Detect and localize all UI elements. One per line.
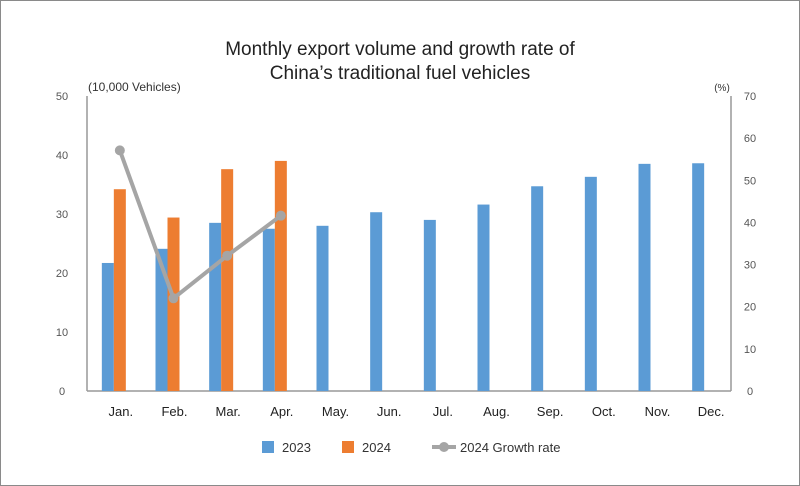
x-tick-label: May.: [322, 404, 349, 419]
legend-label: 2024 Growth rate: [460, 440, 560, 455]
bar-2023-Dec.: [692, 163, 705, 391]
bar-2023-Mar.: [209, 222, 222, 391]
legend-label: 2024: [362, 440, 391, 455]
bar-2023-Apr.: [262, 228, 275, 391]
right-tick-label: 50: [744, 175, 756, 187]
legend-swatch-marker: [439, 442, 449, 452]
x-tick-label: Oct.: [592, 404, 616, 419]
bar-2023-Sep.: [531, 186, 544, 391]
growth-rate-point-Jan.: [114, 145, 125, 156]
bar-2023-Jan.: [101, 262, 114, 391]
bar-2023-Nov.: [638, 163, 651, 391]
chart-title-line-2: China’s traditional fuel vehicles: [270, 63, 531, 84]
right-tick-label: 10: [744, 344, 756, 356]
left-tick-label: 20: [56, 268, 68, 280]
right-tick-label: 60: [744, 133, 756, 145]
growth-rate-point-Feb.: [168, 293, 179, 304]
legend-label: 2023: [282, 440, 311, 455]
bar-2023-Jul.: [423, 219, 436, 391]
bar-2023-Oct.: [584, 176, 597, 391]
growth-rate-point-Mar.: [222, 250, 233, 261]
x-tick-label: Nov.: [645, 404, 671, 419]
legend-swatch-2023: [262, 441, 274, 453]
bar-2023-May.: [316, 225, 329, 391]
left-tick-label: 10: [56, 327, 68, 339]
bar-2024-Jan.: [113, 189, 126, 391]
x-tick-label: Apr.: [270, 404, 293, 419]
x-tick-label: Aug.: [483, 404, 510, 419]
x-tick-label: Dec.: [698, 404, 725, 419]
bar-2023-Aug.: [477, 204, 490, 391]
right-tick-label: 70: [744, 91, 756, 103]
bar-2024-Apr.: [274, 160, 287, 391]
left-tick-label: 0: [59, 386, 65, 398]
bar-2024-Feb.: [167, 217, 180, 391]
growth-rate-point-Apr.: [275, 210, 286, 221]
x-tick-label: Jun.: [377, 404, 402, 419]
x-tick-label: Sep.: [537, 404, 564, 419]
x-tick-label: Jul.: [433, 404, 453, 419]
right-tick-label: 30: [744, 260, 756, 272]
left-tick-label: 40: [56, 150, 68, 162]
left-tick-label: 50: [56, 91, 68, 103]
bar-2023-Jun.: [370, 212, 383, 391]
right-axis-unit: (%): [714, 83, 730, 94]
right-tick-label: 20: [744, 302, 756, 314]
left-tick-label: 30: [56, 209, 68, 221]
x-tick-label: Mar.: [216, 404, 241, 419]
right-tick-label: 40: [744, 217, 756, 229]
right-tick-label: 0: [747, 386, 753, 398]
growth-rate-line: [117, 149, 283, 302]
x-tick-label: Jan.: [109, 404, 134, 419]
chart-title-line-1: Monthly export volume and growth rate of: [225, 39, 575, 60]
left-axis-unit: (10,000 Vehicles): [88, 80, 181, 94]
legend-swatch-2024: [342, 441, 354, 453]
bar-2023-Feb.: [155, 248, 168, 391]
bar-2024-Mar.: [221, 169, 234, 391]
x-tick-label: Feb.: [161, 404, 187, 419]
